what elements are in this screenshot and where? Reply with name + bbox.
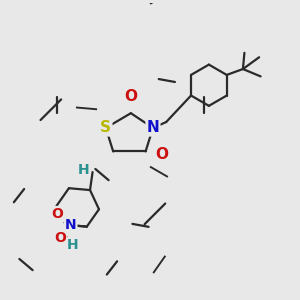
Text: H: H [77,163,89,177]
Text: N: N [147,120,159,135]
Text: N: N [65,218,76,232]
Text: O: O [57,234,69,248]
Text: S: S [100,120,111,135]
Text: O: O [124,89,137,104]
Text: O: O [54,231,66,245]
Text: O: O [155,147,168,162]
Text: O: O [51,207,63,221]
Text: H: H [67,238,79,252]
